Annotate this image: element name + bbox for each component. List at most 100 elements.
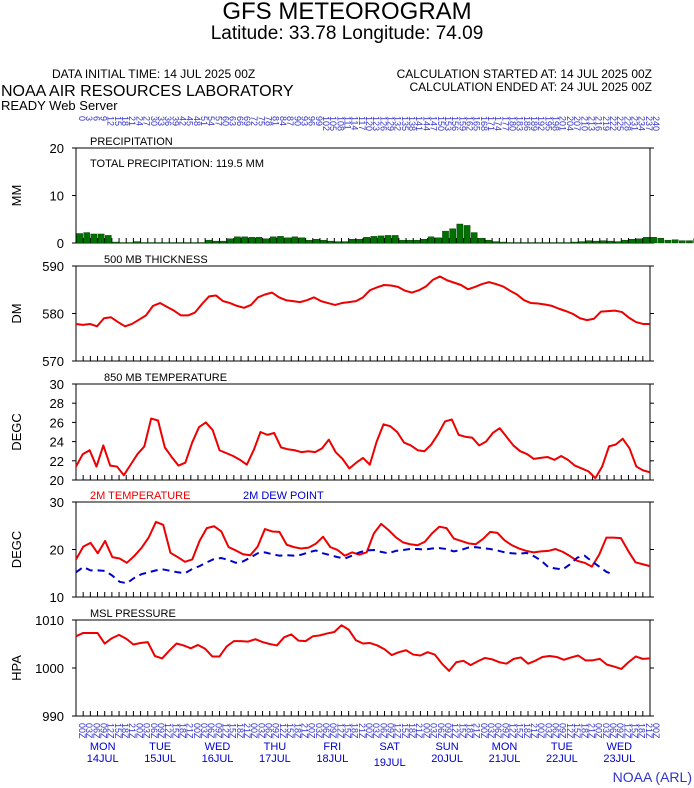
date-label: 22JUL — [546, 753, 578, 765]
precip-bar — [463, 225, 471, 244]
precip-bar — [650, 237, 657, 244]
forecast-hour-label: 9 — [99, 116, 109, 121]
utc-hour-label: 00Z — [421, 723, 431, 739]
precip-bar — [205, 239, 213, 244]
y-axis-label: HPA — [9, 655, 24, 681]
panel-frame — [75, 501, 651, 598]
y-axis-label: DEGC — [9, 413, 24, 451]
precip-bar — [679, 240, 686, 244]
y-axis-label: DM — [9, 303, 24, 323]
forecast-hour-label: 132 — [393, 116, 403, 131]
forecast-hour-label: 90 — [292, 116, 302, 126]
day-of-week-label: TUE — [149, 741, 171, 753]
utc-hour-label: 06Z — [149, 723, 159, 739]
precip-bar — [585, 240, 593, 244]
utc-hour-label: 03Z — [486, 723, 496, 739]
forecast-hour-label: 111 — [342, 116, 352, 130]
calculation-ended: CALCULATION ENDED AT: 24 JUL 2025 00Z — [409, 80, 652, 94]
utc-hour-label: 18Z — [120, 723, 130, 739]
utc-hour-label: 15Z — [515, 723, 525, 739]
utc-hour-label: 12Z — [106, 723, 116, 739]
precip-bar — [262, 238, 270, 244]
series-line — [75, 417, 651, 480]
forecast-hour-label: 192 — [536, 116, 546, 131]
forecast-hour-label: 75 — [256, 116, 266, 126]
utc-hour-label: 06Z — [321, 723, 331, 739]
utc-hour-label: 00Z — [192, 723, 202, 739]
date-label: 16JUL — [202, 753, 234, 765]
utc-hour-label: 09Z — [99, 723, 109, 739]
utc-hour-label: 03Z — [314, 723, 324, 739]
precip-bar — [76, 233, 83, 244]
utc-hour-label: 21Z — [586, 723, 596, 739]
y-tick-label: 570 — [42, 354, 64, 369]
forecast-hour-label: 204 — [565, 116, 575, 131]
precip-bar — [600, 240, 607, 244]
precip-bar — [621, 239, 629, 244]
forecast-hour-label: 177 — [500, 116, 510, 131]
precip-bar — [686, 240, 693, 244]
forecast-hour-label: 156 — [450, 116, 460, 131]
precip-bar — [420, 238, 428, 244]
forecast-hour-label: 216 — [594, 116, 604, 131]
forecast-hour-label: 183 — [515, 116, 525, 131]
forecast-hour-label: 129 — [386, 116, 396, 131]
precip-bar — [384, 235, 392, 244]
utc-hour-label: 09Z — [156, 723, 166, 739]
series-line — [75, 520, 651, 568]
y-tick-label: 30 — [50, 495, 64, 510]
utc-hour-label: 06Z — [91, 723, 101, 739]
precip-bar — [270, 236, 277, 244]
forecast-hour-label: 108 — [335, 116, 345, 131]
y-tick-label: 20 — [50, 141, 64, 156]
utc-hour-label: 00Z — [249, 723, 259, 739]
precip-bar — [442, 230, 449, 244]
forecast-hour-label: 54 — [206, 116, 216, 126]
utc-hour-label: 18Z — [407, 723, 417, 739]
forecast-hour-label: 21 — [127, 116, 137, 126]
date-label: 14JUL — [87, 753, 119, 765]
series-line — [75, 624, 651, 672]
precip-bar — [291, 236, 299, 244]
utc-hour-label: 09Z — [615, 723, 625, 739]
precip-bar — [456, 223, 464, 244]
y-tick-label: 20 — [50, 473, 64, 488]
forecast-hour-label: 33 — [156, 116, 166, 126]
precip-bar — [607, 240, 614, 244]
forecast-hour-label: 120 — [364, 116, 374, 131]
precip-bar — [327, 240, 335, 244]
utc-hour-label: 03Z — [601, 723, 611, 739]
panel-frame — [75, 619, 651, 717]
forecast-hour-label: 15 — [113, 116, 123, 126]
panel-frame — [75, 383, 651, 481]
panel-title: PRECIPITATION — [90, 136, 173, 148]
utc-hour-label: 21Z — [414, 723, 424, 739]
forecast-hour-label: 117 — [357, 116, 367, 130]
precip-bar — [635, 238, 643, 244]
precip-bar — [392, 235, 399, 244]
date-label: 15JUL — [144, 753, 176, 765]
day-of-week-label: MON — [90, 741, 116, 753]
forecast-hour-label: 189 — [529, 116, 539, 131]
precip-bar — [628, 238, 636, 244]
forecast-hour-label: 228 — [622, 116, 632, 131]
utc-hour-label: 21Z — [127, 723, 137, 739]
utc-hour-label: 21Z — [357, 723, 367, 739]
series-label-temperature: 2M TEMPERATURE — [90, 490, 190, 502]
forecast-hour-label: 165 — [472, 116, 482, 131]
utc-hour-label: 12Z — [450, 723, 460, 739]
series-label-dewpoint: 2M DEW POINT — [243, 490, 324, 502]
utc-hour-label: 00Z — [364, 723, 374, 739]
utc-hour-label: 18Z — [177, 723, 187, 739]
utc-hour-label: 18Z — [235, 723, 245, 739]
forecast-hour-label: 234 — [637, 116, 647, 131]
y-tick-label: 990 — [42, 709, 64, 724]
y-tick-label: 1010 — [35, 613, 64, 628]
date-label: 18JUL — [316, 753, 348, 765]
utc-hour-label: 21Z — [242, 723, 252, 739]
panel-title: 850 MB TEMPERATURE — [104, 372, 227, 384]
y-tick-label: 24 — [50, 435, 64, 450]
precip-bar — [427, 236, 435, 244]
precip-bar — [370, 236, 378, 244]
day-of-week-label: THU — [264, 741, 287, 753]
